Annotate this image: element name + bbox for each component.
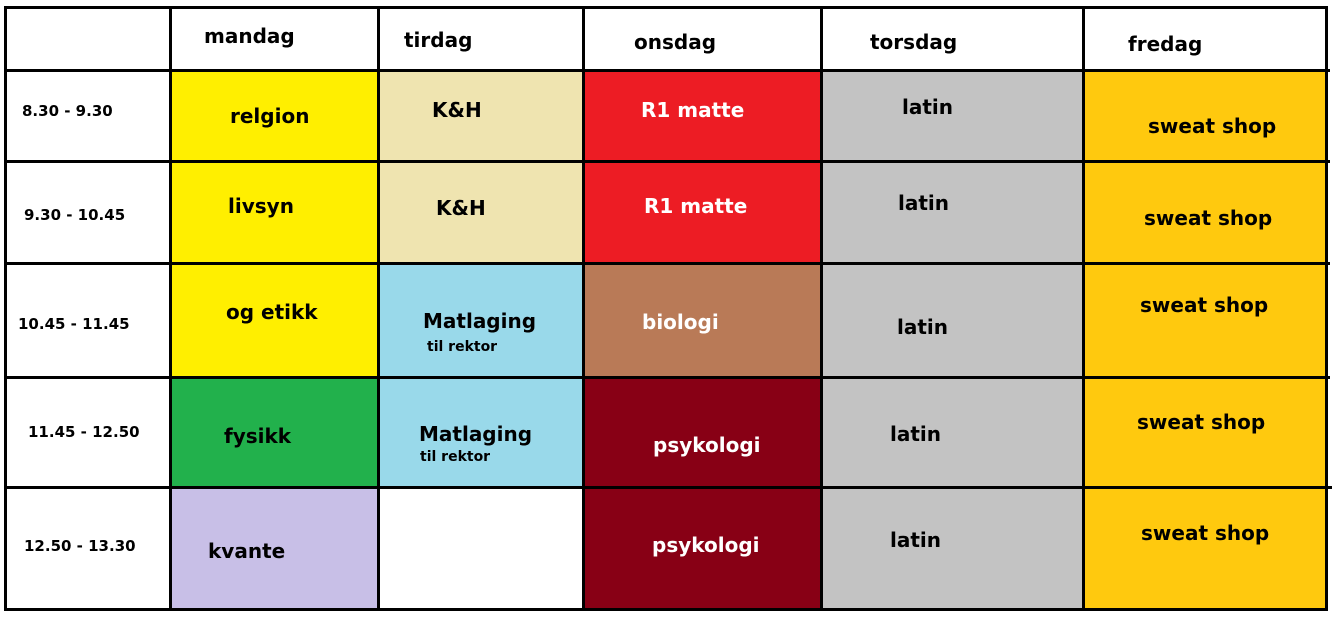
grid-line-v6 [1325,6,1328,611]
subject-fredag-2: sweat shop [1144,206,1273,230]
cell-tirdag-1 [378,70,584,162]
subject-fredag-5: sweat shop [1141,521,1270,545]
subject-tirdag-2: K&H [436,196,486,220]
subject-torsdag-3: latin [897,315,949,339]
subject-tirdag-4-sub: til rektor [420,449,491,465]
cell-onsdag-5 [584,488,822,611]
grid-line-h3 [4,262,1330,265]
cell-tirdag-4 [378,378,584,488]
subject-torsdag-4: latin [890,422,942,446]
subject-torsdag-1: latin [902,95,954,119]
subject-mandag-4: fysikk [224,424,292,448]
subject-tirdag-3: Matlaging [423,309,537,333]
cell-mandag-2 [170,162,378,264]
subject-onsdag-2: R1 matte [644,194,748,218]
grid-line-v1 [169,6,172,611]
grid-line-v0 [4,6,7,611]
subject-fredag-3: sweat shop [1140,293,1269,317]
header-mandag: mandag [204,24,295,48]
subject-onsdag-4: psykologi [653,433,761,457]
grid-line-v4 [820,6,823,611]
subject-torsdag-2: latin [898,191,950,215]
header-torsdag: torsdag [870,30,958,54]
subject-torsdag-5: latin [890,528,942,552]
grid-line-v5 [1082,6,1085,611]
subject-tirdag-1: K&H [432,98,482,122]
cell-mandag-5 [170,488,378,611]
cell-mandag-4 [170,378,378,488]
time-row-5: 12.50 - 13.30 [24,537,136,555]
subject-fredag-1: sweat shop [1148,114,1277,138]
grid-line-h5 [4,486,1332,489]
time-row-1: 8.30 - 9.30 [22,102,113,120]
grid-line-h2 [4,160,1330,163]
subject-mandag-3: og etikk [226,300,318,324]
cell-tirdag-2 [378,162,584,264]
grid-line-bottom [4,608,1328,611]
grid-line-top [4,6,1328,9]
cell-mandag-3 [170,264,378,378]
subject-tirdag-3-sub: til rektor [427,339,498,355]
cell-torsdag-col [822,70,1084,611]
grid-line-h1 [4,69,1330,72]
header-fredag: fredag [1128,32,1203,56]
subject-onsdag-3: biologi [642,310,719,334]
subject-mandag-2: livsyn [228,194,294,218]
grid-line-v3 [582,6,585,611]
time-row-3: 10.45 - 11.45 [18,315,130,333]
cell-onsdag-3 [584,264,822,378]
cell-mandag-1 [170,70,378,162]
cell-onsdag-2 [584,162,822,264]
subject-tirdag-4: Matlaging [419,422,533,446]
subject-onsdag-1: R1 matte [641,98,745,122]
grid-line-h4 [4,376,1330,379]
header-tirdag: tirdag [404,28,473,52]
subject-mandag-5: kvante [208,539,286,563]
cell-onsdag-1 [584,70,822,162]
time-row-2: 9.30 - 10.45 [24,206,126,224]
header-onsdag: onsdag [634,30,717,54]
subject-fredag-4: sweat shop [1137,410,1266,434]
time-row-4: 11.45 - 12.50 [28,423,140,441]
subject-onsdag-5: psykologi [652,533,760,557]
cell-tirdag-3 [378,264,584,378]
subject-mandag-1: relgion [230,104,310,128]
grid-line-v2 [377,6,380,611]
cell-onsdag-4 [584,378,822,488]
